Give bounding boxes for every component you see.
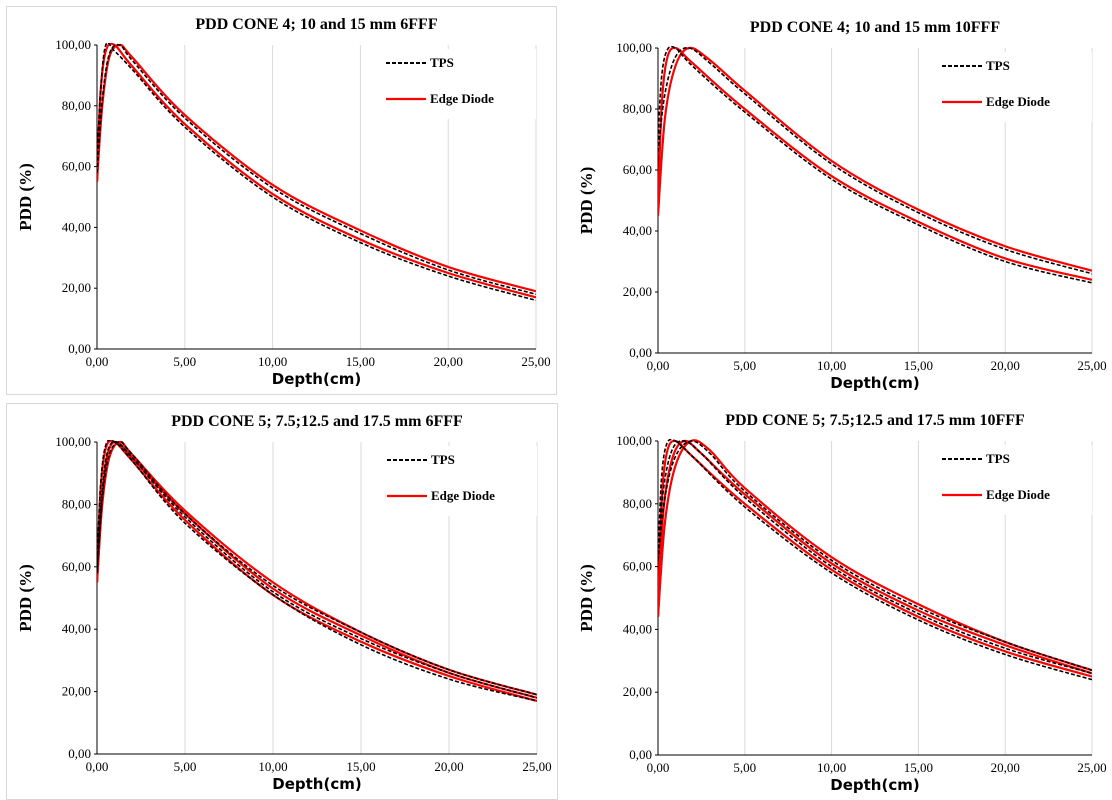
x-tick-label: 25,00 (522, 759, 551, 774)
x-tick-label: 10,00 (817, 358, 846, 373)
x-axis-label: Depth(cm) (272, 370, 361, 388)
x-tick-label: 25,00 (1077, 358, 1106, 373)
y-tick-label: 20,00 (623, 684, 652, 699)
legend-label: TPS (430, 55, 454, 70)
y-tick-label: 80,00 (62, 496, 91, 511)
chart-svg: PDD CONE 4; 10 and 15 mm 10FFF 0,00 5,00 10… (577, 19, 1107, 392)
series-line-edge-diode (97, 43, 536, 293)
y-axis-label: PDD (%) (577, 564, 596, 632)
series-line-tps (658, 46, 1092, 284)
series-line-tps (658, 439, 1092, 681)
x-tick-label: 5,00 (174, 759, 197, 774)
x-tick-label: 0,00 (647, 358, 670, 373)
legend-label: Edge Diode (986, 94, 1050, 109)
y-tick-label: 40,00 (62, 621, 91, 636)
legend-background (934, 445, 1092, 515)
series-line-tps (97, 43, 536, 296)
series-line-tps (658, 46, 1092, 275)
x-tick-label: 15,00 (904, 760, 933, 775)
y-tick-label: 40,00 (623, 223, 652, 238)
x-tick-label: 5,00 (733, 358, 756, 373)
series-line-tps (97, 43, 536, 302)
series-line-tps (658, 440, 1092, 671)
series-line-tps (97, 441, 537, 696)
x-tick-label: 0,00 (86, 354, 109, 369)
chart-svg: PDD CONE 5; 7.5;12.5 and 17.5 mm 10FFF 0,… (577, 412, 1107, 794)
y-axis-label: PDD (%) (16, 163, 35, 231)
y-tick-label: 60,00 (62, 159, 91, 174)
legend-label: TPS (431, 452, 455, 467)
series-line-edge-diode (658, 439, 1092, 678)
y-tick-label: 100,00 (616, 40, 652, 55)
x-tick-label: 5,00 (733, 760, 756, 775)
x-tick-label: 25,00 (521, 354, 550, 369)
x-tick-label: 20,00 (434, 759, 463, 774)
y-tick-label: 60,00 (62, 559, 91, 574)
y-tick-label: 80,00 (623, 101, 652, 116)
series-line-tps (658, 440, 1092, 675)
x-tick-label: 0,00 (86, 759, 109, 774)
x-tick-label: 15,00 (904, 358, 933, 373)
y-tick-label: 100,00 (55, 434, 91, 449)
chart-panel-bottom-left: PDD CONE 5; 7.5;12.5 and 17.5 mm 6FFF 0,0… (6, 403, 558, 800)
series-line-edge-diode (658, 46, 1092, 272)
legend-background (379, 446, 537, 516)
y-tick-label: 20,00 (62, 280, 91, 295)
chart-panel-top-left: PDD CONE 4; 10 and 15 mm 6FFF 0,00 5,00 10,… (6, 6, 557, 395)
y-axis-label: PDD (%) (577, 167, 596, 235)
chart-svg: PDD CONE 5; 7.5;12.5 and 17.5 mm 6FFF 0,0… (16, 413, 552, 793)
y-tick-label: 80,00 (62, 98, 91, 113)
y-tick-label: 100,00 (616, 433, 652, 448)
legend-background (378, 49, 536, 119)
y-tick-label: 80,00 (623, 496, 652, 511)
chart-title: PDD CONE 5; 7.5;12.5 and 17.5 mm 6FFF (171, 413, 463, 430)
y-tick-label: 60,00 (623, 162, 652, 177)
legend-label: Edge Diode (986, 487, 1050, 502)
x-tick-label: 5,00 (173, 354, 196, 369)
x-axis-label: Depth(cm) (830, 374, 919, 392)
legend-background (934, 52, 1092, 122)
y-axis-label: PDD (%) (16, 564, 35, 632)
legend-label: Edge Diode (430, 91, 494, 106)
y-tick-label: 40,00 (623, 621, 652, 636)
y-tick-label: 0,00 (629, 345, 652, 360)
y-tick-label: 100,00 (55, 37, 91, 52)
y-tick-label: 40,00 (62, 219, 91, 234)
x-tick-label: 20,00 (991, 358, 1020, 373)
x-tick-label: 10,00 (258, 354, 287, 369)
y-tick-label: 60,00 (623, 559, 652, 574)
series-line-edge-diode (658, 46, 1092, 281)
y-tick-label: 0,00 (68, 746, 91, 761)
series-line-tps (97, 440, 537, 699)
x-tick-label: 0,00 (647, 760, 670, 775)
x-axis-label: Depth(cm) (830, 776, 919, 794)
legend-label: TPS (986, 58, 1010, 73)
x-tick-label: 10,00 (817, 760, 846, 775)
chart-svg: PDD CONE 4; 10 and 15 mm 6FFF 0,00 5,00 10,… (16, 16, 551, 388)
chart-title: PDD CONE 4; 10 and 15 mm 6FFF (195, 16, 437, 33)
chart-title: PDD CONE 4; 10 and 15 mm 10FFF (750, 19, 1000, 36)
x-tick-label: 15,00 (346, 759, 375, 774)
y-tick-label: 20,00 (623, 284, 652, 299)
x-tick-label: 20,00 (434, 354, 463, 369)
series-line-edge-diode (658, 439, 1092, 672)
x-tick-label: 15,00 (346, 354, 375, 369)
series-line-tps (97, 440, 537, 702)
chart-panel-top-right: PDD CONE 4; 10 and 15 mm 10FFF 0,00 5,00 10… (568, 10, 1112, 398)
y-tick-label: 20,00 (62, 684, 91, 699)
legend-label: TPS (986, 451, 1010, 466)
y-tick-label: 0,00 (629, 747, 652, 762)
x-tick-label: 10,00 (258, 759, 287, 774)
x-tick-label: 20,00 (991, 760, 1020, 775)
legend-label: Edge Diode (431, 488, 495, 503)
y-tick-label: 0,00 (68, 341, 91, 356)
chart-panel-bottom-right: PDD CONE 5; 7.5;12.5 and 17.5 mm 10FFF 0,… (568, 403, 1112, 800)
x-axis-label: Depth(cm) (272, 775, 361, 793)
x-tick-label: 25,00 (1077, 760, 1106, 775)
chart-title: PDD CONE 5; 7.5;12.5 and 17.5 mm 10FFF (725, 412, 1025, 429)
